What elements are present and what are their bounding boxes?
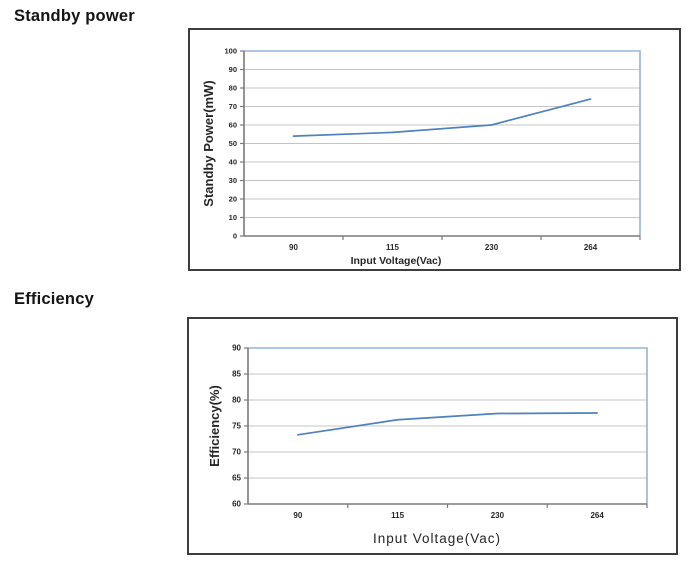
x-tick-label: 230 — [491, 511, 505, 520]
y-tick-label: 90 — [229, 65, 237, 74]
y-tick-label: 20 — [229, 195, 237, 204]
y-axis-title: Standby Power(mW) — [201, 80, 216, 206]
y-tick-label: 100 — [224, 47, 237, 56]
y-tick-label: 40 — [229, 158, 237, 167]
x-tick-label: 90 — [293, 511, 302, 520]
y-tick-label: 70 — [229, 102, 237, 111]
x-tick-label: 230 — [485, 243, 499, 252]
x-axis-title: Input Voltage(Vac) — [373, 531, 501, 546]
x-axis-title: Input Voltage(Vac) — [351, 255, 442, 267]
x-tick-label: 264 — [590, 511, 604, 520]
y-tick-label: 75 — [232, 422, 241, 431]
y-tick-label: 70 — [232, 448, 241, 457]
y-tick-label: 0 — [233, 232, 237, 241]
data-line — [297, 412, 598, 436]
x-tick-label: 264 — [584, 243, 598, 252]
y-tick-label: 50 — [229, 139, 237, 148]
y-tick-label: 10 — [229, 213, 237, 222]
y-tick-label: 60 — [229, 121, 237, 130]
y-tick-label: 65 — [232, 474, 241, 483]
y-axis-title: Efficiency(%) — [207, 385, 222, 467]
y-tick-label: 80 — [229, 84, 237, 93]
y-tick-label: 80 — [232, 396, 241, 405]
x-tick-label: 115 — [391, 511, 404, 520]
efficiency-chart: 60 65 70 75 80 85 90 90 115 230 264 Input Voltage(V… — [207, 344, 648, 546]
plot-border — [248, 347, 648, 504]
efficiency-chart-frame: 60 65 70 75 80 85 90 90 115 230 264 Input Voltage(V… — [187, 317, 678, 555]
plot-border — [244, 50, 641, 236]
y-tick-label: 85 — [232, 370, 241, 379]
section-title-standby-power: Standby power — [14, 7, 135, 25]
x-tick-label: 115 — [386, 243, 399, 252]
y-tick-label: 30 — [229, 176, 237, 185]
y-tick-label: 90 — [232, 344, 241, 353]
data-line — [292, 98, 592, 137]
standby-power-chart: 0 10 20 30 40 50 60 70 80 90 100 90 115 230 264 Input V… — [201, 47, 641, 267]
y-tick-label: 60 — [232, 500, 241, 509]
standby-power-chart-frame: 0 10 20 30 40 50 60 70 80 90 100 90 115 230 264 Input V… — [188, 28, 681, 271]
section-title-efficiency: Efficiency — [14, 290, 94, 308]
x-tick-label: 90 — [289, 243, 298, 252]
